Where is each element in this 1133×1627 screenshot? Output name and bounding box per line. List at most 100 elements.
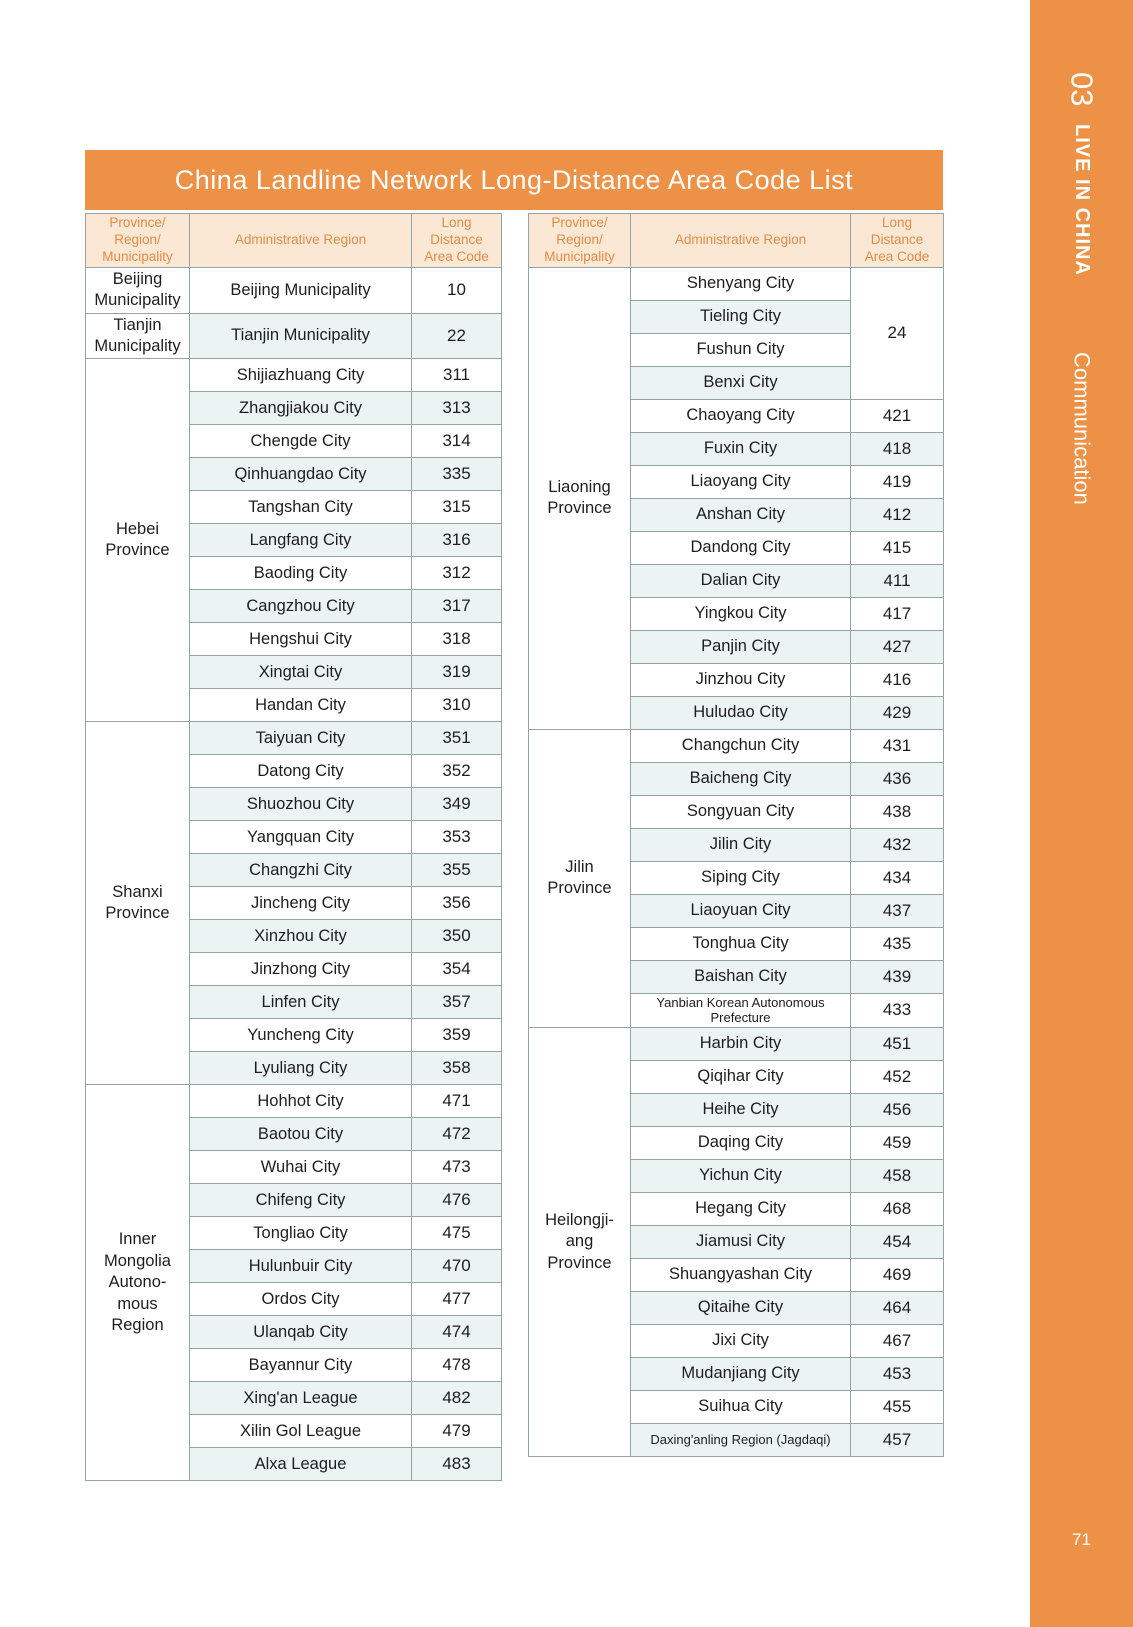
area-code-cell: 451 [850,1026,944,1061]
table-row: Tonghua City 435 [529,926,944,961]
region-cell: Ulanqab City [189,1315,412,1350]
region-cell: Langfang City [189,523,412,558]
area-code-cell: 476 [411,1183,502,1218]
table-row: Xingtai City 319 [86,655,502,690]
area-code-table-left: Province/ Region/ Municipality Administra… [85,213,502,1482]
table-row: Huludao City 429 [529,695,944,730]
table-row: Jinzhou City 416 [529,662,944,697]
area-code-table-right: Province/ Region/ Municipality Administra… [528,213,944,1457]
area-code-cell: 357 [411,985,502,1020]
region-cell: Yuncheng City [189,1018,412,1053]
area-code-cell: 464 [850,1290,944,1325]
table-row: Chaoyang City 421 [529,398,944,433]
table-row: Daxing'anling Region (Jagdaqi) 457 [529,1422,944,1457]
table-row: Mudanjiang City 453 [529,1356,944,1391]
table-row: Baotou City 472 [86,1117,502,1152]
area-code-cell: 455 [850,1389,944,1424]
table-row: Lyuliang City 358 [86,1051,502,1086]
province-cell: Liaoning Province [528,266,631,730]
area-code-cell: 419 [850,464,944,499]
code-column-header: Long Distance Area Code [850,213,944,268]
area-code-cell: 354 [411,952,502,987]
table-row: Anshan City 412 [529,497,944,532]
region-cell: Jixi City [630,1323,851,1358]
area-code-cell: 438 [850,794,944,829]
table-row: Songyuan City 438 [529,794,944,829]
region-cell: Benxi City [630,365,851,400]
area-code-cell: 471 [411,1084,502,1119]
region-cell: Zhangjiakou City [189,391,412,426]
region-cell: Jinzhou City [630,662,851,697]
table-row: Dalian City 411 [529,563,944,598]
province-cell: Hebei Province [85,358,190,723]
area-code-cell: 310 [411,688,502,723]
table-row: Bayannur City 478 [86,1348,502,1383]
region-cell: Baishan City [630,959,851,994]
province-cell: Shanxi Province [85,721,190,1086]
code-column-header: Long Distance Area Code [411,213,502,268]
region-cell: Chengde City [189,424,412,459]
area-code-cell: 416 [850,662,944,697]
area-code-cell: 24 [850,266,944,400]
region-cell: Jinzhong City [189,952,412,987]
region-cell: Anshan City [630,497,851,532]
table-row: Baishan City 439 [529,959,944,994]
region-cell: Beijing Municipality [189,266,412,314]
area-code-cell: 433 [850,992,944,1028]
table-row: Yingkou City 417 [529,596,944,631]
province-cell: Jilin Province [528,728,631,1028]
region-cell: Alxa League [189,1447,412,1482]
table-row: Jiamusi City 454 [529,1224,944,1259]
region-cell: Shuangyashan City [630,1257,851,1292]
chapter-title: LIVE IN CHINA [1071,124,1093,276]
region-cell: Yichun City [630,1158,851,1193]
region-cell: Tonghua City [630,926,851,961]
area-code-cell: 421 [850,398,944,433]
region-cell: Fushun City [630,332,851,367]
table-row: Hulunbuir City 470 [86,1249,502,1284]
area-code-cell: 469 [850,1257,944,1292]
area-code-cell: 316 [411,523,502,558]
area-code-cell: 458 [850,1158,944,1193]
region-cell: Liaoyang City [630,464,851,499]
region-cell: Lyuliang City [189,1051,412,1086]
region-cell: Tongliao City [189,1216,412,1251]
table-row: Shuozhou City 349 [86,787,502,822]
area-code-cell: 315 [411,490,502,525]
table-row: Yangquan City 353 [86,820,502,855]
region-cell: Heihe City [630,1092,851,1127]
region-column-header: Administrative Region [630,213,851,268]
area-code-cell: 415 [850,530,944,565]
area-code-cell: 452 [850,1059,944,1094]
region-cell: Linfen City [189,985,412,1020]
province-cell: Tianjin Municipality [85,312,190,360]
table-row: Xilin Gol League 479 [86,1414,502,1449]
region-cell: Cangzhou City [189,589,412,624]
region-cell: Datong City [189,754,412,789]
region-cell: Xing'an League [189,1381,412,1416]
region-cell: Hohhot City [189,1084,412,1119]
region-cell: Dandong City [630,530,851,565]
region-cell: Bayannur City [189,1348,412,1383]
area-code-cell: 436 [850,761,944,796]
table-row: Liaoning Province Shenyang City 24 [528,266,944,730]
region-cell: Changzhi City [189,853,412,888]
region-cell: Suihua City [630,1389,851,1424]
table-row: Dandong City 415 [529,530,944,565]
table-row: Linfen City 357 [86,985,502,1020]
region-cell: Jiamusi City [630,1224,851,1259]
area-code-cell: 335 [411,457,502,492]
area-code-cell: 435 [850,926,944,961]
area-code-cell: 437 [850,893,944,928]
region-cell: Xilin Gol League [189,1414,412,1449]
area-code-cell: 356 [411,886,502,921]
region-cell: Panjin City [630,629,851,664]
table-row: Zhangjiakou City 313 [86,391,502,426]
area-code-cell: 355 [411,853,502,888]
table-row: Datong City 352 [86,754,502,789]
table-row: Hebei Province Shijiazhuang City 311 [85,358,502,723]
region-cell: Jilin City [630,827,851,862]
region-cell: Baoding City [189,556,412,591]
page-title: China Landline Network Long-Distance Are… [174,164,854,195]
region-cell: Tangshan City [189,490,412,525]
